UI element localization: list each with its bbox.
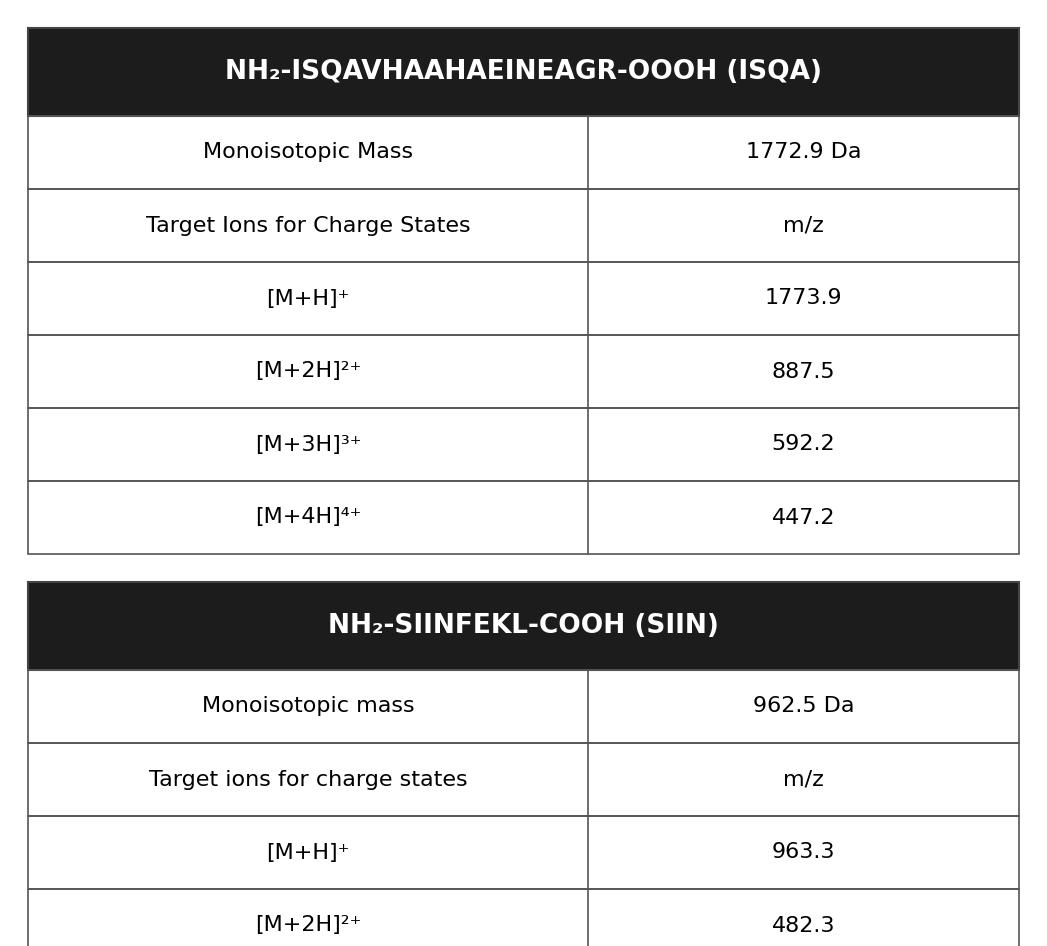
Text: 887.5: 887.5 (772, 361, 836, 381)
Text: 963.3: 963.3 (772, 843, 836, 863)
Bar (28, 481, 1019, 554)
Text: 1773.9: 1773.9 (764, 289, 842, 308)
Bar (28, 28, 1019, 116)
Bar (28, 116, 1019, 189)
Text: [M+3H]³⁺: [M+3H]³⁺ (254, 434, 361, 454)
Bar (28, 28, 1019, 116)
Text: Monoisotopic Mass: Monoisotopic Mass (203, 143, 413, 163)
Bar (28, 189, 1019, 262)
Bar (28, 743, 1019, 816)
Text: NH₂-ISQAVHAAHAEINEAGR-OOOH (ISQA): NH₂-ISQAVHAAHAEINEAGR-OOOH (ISQA) (225, 59, 822, 85)
Bar (28, 408, 1019, 481)
Bar (28, 889, 1019, 946)
Bar (28, 262, 1019, 335)
Bar (28, 582, 1019, 670)
Text: 1772.9 Da: 1772.9 Da (745, 143, 862, 163)
Bar (28, 335, 1019, 408)
Text: [M+2H]²⁺: [M+2H]²⁺ (254, 361, 361, 381)
Bar (28, 481, 1019, 554)
Text: [M+H]⁺: [M+H]⁺ (266, 843, 350, 863)
Bar (28, 743, 1019, 816)
Text: 482.3: 482.3 (772, 916, 836, 936)
Bar (28, 189, 1019, 262)
Bar (28, 408, 1019, 481)
Text: 447.2: 447.2 (772, 507, 836, 528)
Text: NH₂-SIINFEKL-COOH (SIIN): NH₂-SIINFEKL-COOH (SIIN) (328, 613, 719, 639)
Text: Target Ions for Charge States: Target Ions for Charge States (146, 216, 470, 236)
Bar (28, 335, 1019, 408)
Text: m/z: m/z (783, 216, 824, 236)
Text: [M+4H]⁴⁺: [M+4H]⁴⁺ (254, 507, 361, 528)
Text: [M+2H]²⁺: [M+2H]²⁺ (254, 916, 361, 936)
Bar (28, 262, 1019, 335)
Text: 592.2: 592.2 (772, 434, 836, 454)
Text: Target ions for charge states: Target ions for charge states (149, 769, 467, 790)
Text: m/z: m/z (783, 769, 824, 790)
Bar (28, 816, 1019, 889)
Bar (28, 889, 1019, 946)
Bar (28, 670, 1019, 743)
Bar (28, 582, 1019, 670)
Bar (28, 116, 1019, 189)
Text: Monoisotopic mass: Monoisotopic mass (202, 696, 415, 716)
Text: 962.5 Da: 962.5 Da (753, 696, 854, 716)
Text: [M+H]⁺: [M+H]⁺ (266, 289, 350, 308)
Bar (28, 670, 1019, 743)
Bar (28, 816, 1019, 889)
